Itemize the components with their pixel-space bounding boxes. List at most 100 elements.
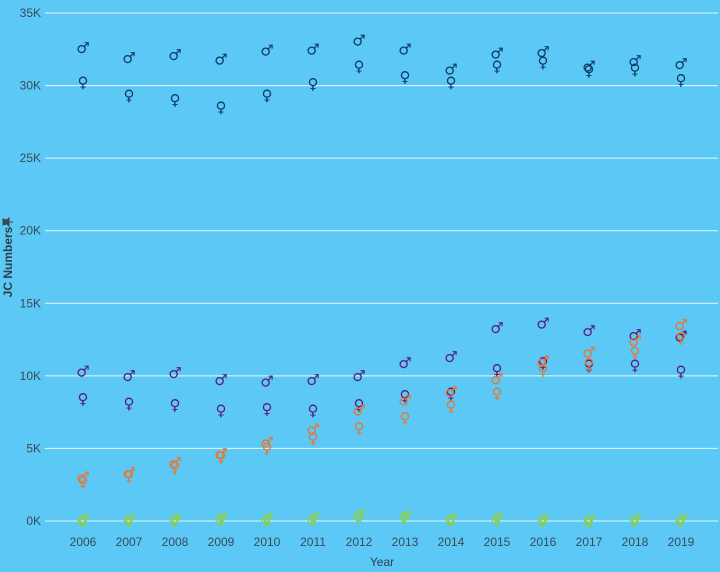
female-point[interactable]: ♀ bbox=[446, 511, 457, 529]
female-point[interactable]: ♀ bbox=[676, 71, 687, 89]
male-point[interactable]: ♂ bbox=[306, 421, 319, 439]
male-point[interactable]: ♂ bbox=[582, 512, 595, 530]
female-point[interactable]: ♀ bbox=[584, 355, 595, 373]
male-point[interactable]: ♂ bbox=[398, 392, 411, 410]
male-point[interactable]: ♂ bbox=[76, 363, 89, 381]
male-point[interactable]: ♂ bbox=[76, 512, 89, 530]
male-point[interactable]: ♂ bbox=[168, 511, 181, 529]
female-point[interactable]: ♀ bbox=[78, 74, 89, 92]
female-point[interactable]: ♀ bbox=[400, 68, 411, 86]
female-point[interactable]: ♀ bbox=[170, 458, 181, 476]
male-point[interactable]: ♂ bbox=[306, 40, 319, 58]
female-point[interactable]: ♀ bbox=[262, 439, 273, 457]
female-point[interactable]: ♀ bbox=[308, 402, 319, 420]
male-point[interactable]: ♂ bbox=[168, 454, 181, 472]
female-point[interactable]: ♀ bbox=[492, 384, 503, 402]
female-point[interactable]: ♀ bbox=[630, 344, 641, 362]
male-point[interactable]: ♂ bbox=[444, 383, 457, 401]
female-point[interactable]: ♀ bbox=[216, 448, 227, 466]
female-point[interactable]: ♀ bbox=[170, 91, 181, 109]
male-point[interactable]: ♂ bbox=[490, 510, 503, 528]
female-point[interactable]: ♀ bbox=[630, 357, 641, 375]
female-point[interactable]: ♀ bbox=[538, 53, 549, 71]
male-point[interactable]: ♂ bbox=[214, 50, 227, 68]
female-point[interactable]: ♀ bbox=[170, 511, 181, 529]
female-point[interactable]: ♀ bbox=[124, 512, 135, 530]
female-point[interactable]: ♀ bbox=[78, 473, 89, 491]
male-point[interactable]: ♂ bbox=[352, 32, 365, 50]
female-point[interactable]: ♀ bbox=[308, 510, 319, 528]
female-point[interactable]: ♀ bbox=[170, 396, 181, 414]
female-point[interactable]: ♀ bbox=[676, 329, 687, 347]
female-point[interactable]: ♀ bbox=[216, 402, 227, 420]
male-point[interactable]: ♂ bbox=[536, 511, 549, 529]
male-point[interactable]: ♂ bbox=[352, 367, 365, 385]
pin-icon[interactable] bbox=[2, 216, 13, 228]
female-point[interactable]: ♀ bbox=[78, 390, 89, 408]
female-point[interactable]: ♀ bbox=[492, 58, 503, 76]
male-point[interactable]: ♂ bbox=[76, 468, 89, 486]
female-point[interactable]: ♀ bbox=[584, 357, 595, 375]
male-point[interactable]: ♂ bbox=[490, 45, 503, 63]
male-point[interactable]: ♂ bbox=[352, 402, 365, 420]
male-point[interactable]: ♂ bbox=[398, 40, 411, 58]
male-point[interactable]: ♂ bbox=[444, 511, 457, 529]
male-point[interactable]: ♂ bbox=[122, 511, 135, 529]
male-point[interactable]: ♂ bbox=[214, 510, 227, 528]
female-point[interactable]: ♀ bbox=[124, 394, 135, 412]
male-point[interactable]: ♂ bbox=[674, 328, 687, 346]
female-point[interactable]: ♀ bbox=[400, 409, 411, 427]
male-point[interactable]: ♂ bbox=[536, 315, 549, 333]
female-point[interactable]: ♀ bbox=[354, 419, 365, 437]
female-point[interactable]: ♀ bbox=[446, 74, 457, 92]
male-point[interactable]: ♂ bbox=[260, 511, 273, 529]
male-point[interactable]: ♂ bbox=[260, 42, 273, 60]
female-point[interactable]: ♀ bbox=[354, 58, 365, 76]
female-point[interactable]: ♀ bbox=[124, 467, 135, 485]
male-point[interactable]: ♂ bbox=[168, 46, 181, 64]
male-point[interactable]: ♂ bbox=[674, 511, 687, 529]
male-point[interactable]: ♂ bbox=[76, 39, 89, 57]
female-point[interactable]: ♀ bbox=[676, 511, 687, 529]
female-point[interactable]: ♀ bbox=[308, 75, 319, 93]
female-point[interactable]: ♀ bbox=[216, 98, 227, 116]
female-point[interactable]: ♀ bbox=[584, 62, 595, 80]
female-point[interactable]: ♀ bbox=[354, 507, 365, 525]
male-point[interactable]: ♂ bbox=[122, 464, 135, 482]
male-point[interactable]: ♂ bbox=[674, 55, 687, 73]
male-point[interactable]: ♂ bbox=[122, 49, 135, 67]
female-point[interactable]: ♀ bbox=[262, 400, 273, 418]
male-point[interactable]: ♂ bbox=[536, 352, 549, 370]
male-point[interactable]: ♂ bbox=[444, 61, 457, 79]
male-point[interactable]: ♂ bbox=[628, 52, 641, 70]
male-point[interactable]: ♂ bbox=[582, 58, 595, 76]
male-point[interactable]: ♂ bbox=[582, 344, 595, 362]
male-point[interactable]: ♂ bbox=[306, 371, 319, 389]
female-point[interactable]: ♀ bbox=[492, 510, 503, 528]
female-point[interactable]: ♀ bbox=[400, 509, 411, 527]
female-point[interactable]: ♀ bbox=[262, 511, 273, 529]
female-point[interactable]: ♀ bbox=[308, 429, 319, 447]
female-point[interactable]: ♀ bbox=[446, 384, 457, 402]
female-point[interactable]: ♀ bbox=[78, 512, 89, 530]
female-point[interactable]: ♀ bbox=[538, 361, 549, 379]
female-point[interactable]: ♀ bbox=[492, 361, 503, 379]
female-point[interactable]: ♀ bbox=[676, 363, 687, 381]
male-point[interactable]: ♂ bbox=[306, 510, 319, 528]
male-point[interactable]: ♂ bbox=[352, 507, 365, 525]
male-point[interactable]: ♂ bbox=[536, 43, 549, 61]
male-point[interactable]: ♂ bbox=[628, 511, 641, 529]
female-point[interactable]: ♀ bbox=[630, 511, 641, 529]
male-point[interactable]: ♂ bbox=[490, 319, 503, 337]
male-point[interactable]: ♂ bbox=[674, 316, 687, 334]
male-point[interactable]: ♂ bbox=[398, 354, 411, 372]
female-point[interactable]: ♀ bbox=[124, 87, 135, 105]
male-point[interactable]: ♂ bbox=[168, 364, 181, 382]
male-point[interactable]: ♂ bbox=[260, 373, 273, 391]
female-point[interactable]: ♀ bbox=[630, 61, 641, 79]
male-point[interactable]: ♂ bbox=[628, 326, 641, 344]
male-point[interactable]: ♂ bbox=[398, 508, 411, 526]
female-point[interactable]: ♀ bbox=[584, 512, 595, 530]
male-point[interactable]: ♂ bbox=[122, 367, 135, 385]
male-point[interactable]: ♂ bbox=[582, 322, 595, 340]
